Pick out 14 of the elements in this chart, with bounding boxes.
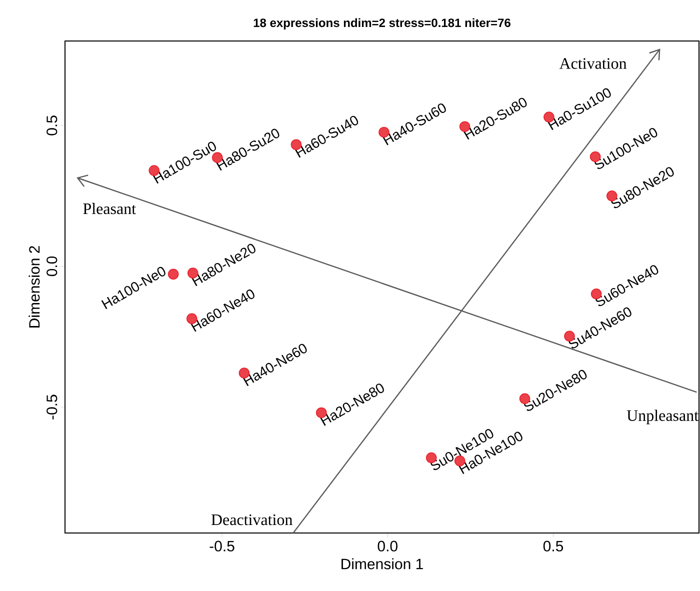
x-tick-label: 0.5 (543, 540, 564, 552)
y-axis-title: Dimension 2 (28, 246, 40, 328)
y-tick-label: 0.5 (46, 116, 58, 136)
chart-title: 18 expressions ndim=2 stress=0.181 niter=76 (254, 18, 510, 30)
annotation: Deactivation (211, 514, 292, 526)
y-tick-label: 0.0 (46, 256, 58, 276)
annotation: Activation (559, 58, 627, 69)
point (168, 268, 179, 280)
annotation: Pleasant (83, 202, 136, 214)
x-tick-label: 0.0 (378, 540, 398, 552)
x-axis-title: Dimension 1 (342, 558, 423, 570)
annotation: Unpleasant (626, 410, 698, 424)
y-tick-label: -0.5 (46, 394, 58, 420)
x-tick-label: -0.5 (210, 540, 234, 552)
